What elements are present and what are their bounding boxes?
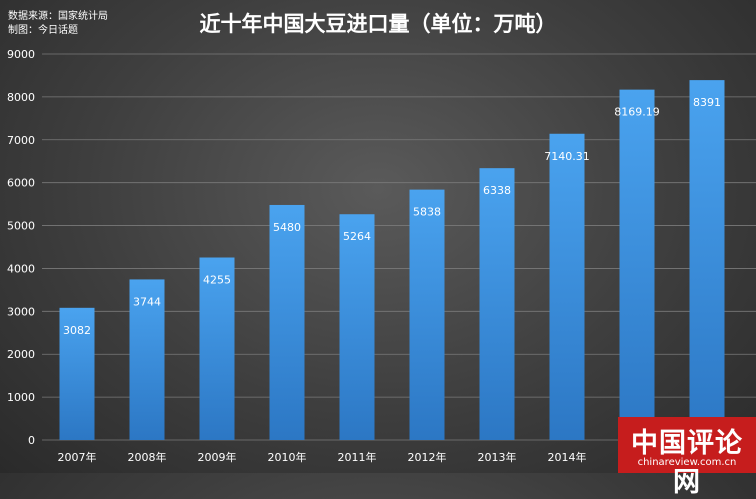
x-tick-label: 2012年 (408, 450, 447, 464)
x-tick-label: 2009年 (198, 450, 237, 464)
bar (619, 89, 655, 441)
data-label: 4255 (203, 274, 231, 287)
x-tick-label: 2011年 (338, 450, 377, 464)
data-labels: 3082 3744 4255 5480 5264 5838 6338 7140.31 8169.… (63, 96, 721, 337)
bar (689, 80, 725, 441)
data-label: 8169.19 (614, 106, 660, 119)
x-tick-label: 2010年 (268, 450, 307, 464)
y-axis-ticks: 0 1000 2000 3000 4000 5000 6000 7000 8000 9000 (7, 48, 35, 447)
bars (59, 80, 725, 441)
y-tick-label: 0 (28, 434, 35, 447)
y-tick-label: 2000 (7, 348, 35, 361)
x-tick-label: 2014年 (548, 450, 587, 464)
y-tick-label: 4000 (7, 262, 35, 275)
y-tick-label: 8000 (7, 91, 35, 104)
bar (339, 214, 375, 440)
bar-chart: 0 1000 2000 3000 4000 5000 6000 7000 8000 9000 30… (7, 48, 756, 464)
data-label: 5838 (413, 206, 441, 219)
x-axis-ticks: 2007年 2008年 2009年 2010年 2011年 2012年 2013年 2014年 (58, 450, 587, 464)
x-tick-label: 2008年 (128, 450, 167, 464)
data-label: 5480 (273, 221, 301, 234)
data-label: 5264 (343, 230, 371, 243)
chart-title: 近十年中国大豆进口量（单位：万吨） (199, 11, 557, 36)
bar (129, 279, 165, 440)
y-tick-label: 7000 (7, 134, 35, 147)
data-label: 6338 (483, 184, 511, 197)
bar (409, 189, 445, 440)
bar (199, 257, 235, 440)
source-note: 数据来源：国家统计局 制图：今日话题 (8, 10, 108, 38)
x-tick-label: 2013年 (478, 450, 517, 464)
y-tick-label: 6000 (7, 177, 35, 190)
y-tick-label: 5000 (7, 220, 35, 233)
credit-line: 制图：今日话题 (8, 25, 78, 36)
y-tick-label: 1000 (7, 391, 35, 404)
x-tick-label: 2007年 (58, 450, 97, 464)
bar (549, 133, 585, 440)
source-line: 数据来源：国家统计局 (8, 11, 108, 22)
y-tick-label: 9000 (7, 48, 35, 61)
bar (269, 204, 305, 440)
y-tick-label: 3000 (7, 305, 35, 318)
bar (479, 168, 515, 440)
data-label: 3744 (133, 295, 161, 308)
bar (59, 307, 95, 440)
watermark-url: chinareview.com.cn (637, 457, 737, 468)
data-label: 8391 (693, 96, 721, 109)
data-label: 3082 (63, 324, 91, 337)
watermark-logo: 中国评论网 chinareview.com.cn (618, 417, 756, 498)
data-label: 7140.31 (544, 150, 590, 163)
